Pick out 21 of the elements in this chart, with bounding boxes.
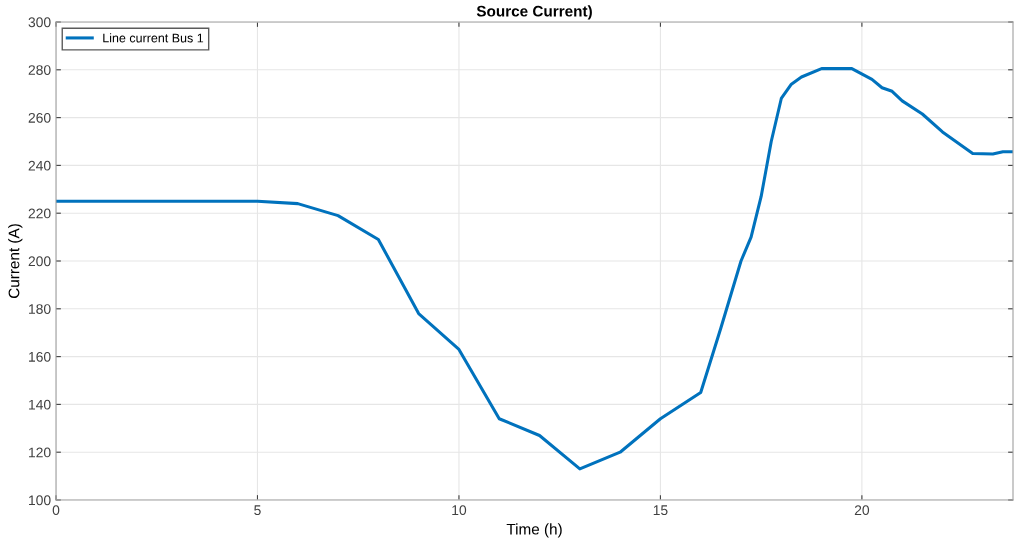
y-tick-label: 140	[29, 399, 51, 410]
legend-label: Line current Bus 1	[103, 33, 204, 43]
y-axis-title: Current (A)	[8, 224, 23, 298]
x-tick-label: 5	[254, 505, 261, 516]
x-tick-label: 10	[452, 505, 467, 516]
chart-title: Source Current)	[476, 5, 592, 20]
y-tick-label: 160	[29, 351, 51, 362]
y-tick-label: 220	[28, 208, 51, 219]
y-tick-label: 280	[28, 65, 51, 75]
y-tick-label: 120	[29, 447, 51, 458]
y-tick-label: 100	[29, 495, 51, 506]
x-axis-title: Time (h)	[506, 523, 562, 538]
x-tick-label: 15	[653, 505, 668, 516]
y-tick-label: 240	[28, 160, 51, 171]
y-tick-label: 200	[28, 256, 51, 267]
y-tick-label: 260	[28, 112, 51, 123]
x-tick-label: 0	[52, 505, 60, 516]
x-tick-label: 20	[854, 505, 870, 516]
line-series	[56, 67, 1013, 471]
y-tick-label: 180	[29, 304, 51, 314]
y-tick-label: 300	[28, 17, 51, 28]
